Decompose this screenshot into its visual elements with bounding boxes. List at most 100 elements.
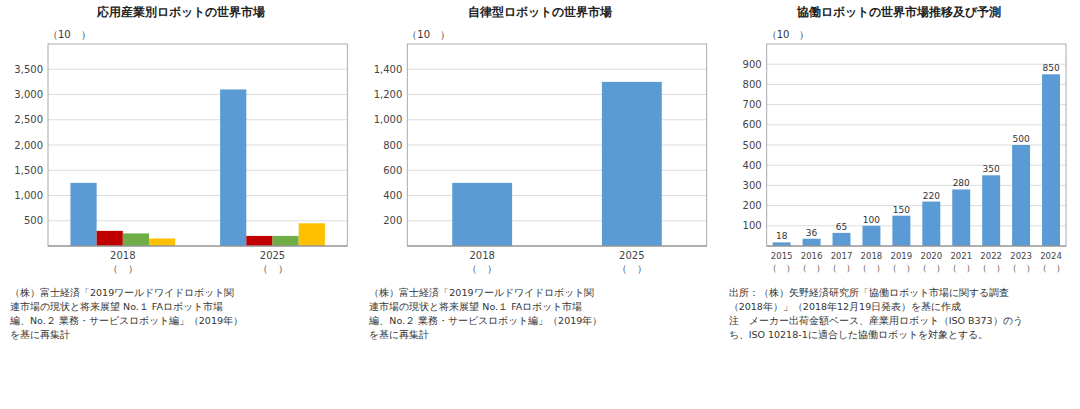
bar [803,239,821,246]
text-line: （ ） [858,263,885,273]
data-label: 150 [893,205,910,215]
caption: （株）富士経済「2019ワールドワイドロボット関連市場の現状と将来展望 No.１… [9,287,243,340]
text-line: （ ） [467,263,497,274]
x-axis-line [407,246,706,247]
text-line: （ ） [1008,263,1035,273]
text-line: 2025 [260,250,285,261]
text-line: 2024 [1040,251,1062,261]
text-line: （ ） [108,263,138,274]
bar [299,223,325,246]
x-tick-label: 2021（ ） [948,251,975,273]
bar [123,233,149,246]
data-label: 65 [836,222,847,232]
text-line: 注 メーカー出荷金額ベース、産業用ロボット（ISO B373）のう [729,315,1023,326]
grid-line [407,69,706,70]
y-tick-label: 600 [383,165,402,176]
x-tick-label: 2015（ ） [768,251,795,273]
text-line: （ ） [768,263,795,273]
y-tick-label: 3,500 [14,64,43,75]
grid-line [48,119,347,120]
x-tick-label: 2025 （ ） [617,250,647,274]
text-line: 2019 [891,251,913,261]
y-tick-label: 400 [383,190,402,201]
y-tick-label: 800 [383,140,402,151]
grid-line [767,104,1066,105]
data-label: 100 [863,215,880,225]
x-axis-line [767,246,1066,247]
plot-frame [767,44,1066,246]
grid-line [767,64,1066,65]
bar [220,89,246,246]
text-line: （ ） [828,263,855,273]
y-tick-label: 500 [743,140,762,151]
text-line: 編、No.２ 業務・サービスロボット編」（2019年） [368,315,602,326]
chart-panel: 協働ロボットの世界市場推移及び予測（10 ）100200300400500600… [729,5,1066,340]
text-line: 出所：（株）矢野経済研究所「協働ロボット市場に関する調査 [729,287,1009,298]
x-tick-label: 2018 （ ） [858,251,885,273]
x-tick-label: 2024（ ） [1038,251,1065,273]
grid-line [48,69,347,70]
y-tick-label: 600 [743,119,762,130]
x-tick-label: 2020（ ） [918,251,945,273]
bar [982,175,1000,246]
plot-frame [407,44,706,246]
text-line: 編、No.２ 業務・サービスロボット編」（2019年） [9,315,243,326]
text-line: 2018 [110,250,135,261]
text-line: （ ） [617,263,647,274]
bar [1012,145,1030,246]
chart-title: 応用産業別ロボットの世界市場 [96,5,265,19]
grid-line [48,145,347,146]
text-line: （ ） [258,263,288,274]
grid-line [48,170,347,171]
data-label: 18 [776,231,788,241]
y-tick-label: 100 [743,220,762,231]
data-label: 220 [923,191,940,201]
y-tick-label: 2,500 [14,114,43,125]
text-line: 2023 [1010,251,1032,261]
chart-panel: 自律型ロボットの世界市場（10 ）2004006008001,0001,2001… [368,5,706,340]
bars [452,82,662,246]
text-line: （2018年）」（2018年12月19日発表）を基に作成 [729,301,962,312]
y-tick-label: 200 [383,215,402,226]
text-line: （株）富士経済「2019ワールドワイドロボット関 [10,287,234,298]
text-line: （株）富士経済「2019ワールドワイドロボット関 [369,287,593,298]
y-tick-label: 2,000 [14,140,43,151]
text-line: 2018 [861,251,883,261]
y-tick-label: 800 [743,79,762,90]
bar [833,233,851,246]
x-tick-label: 2022（ ） [978,251,1005,273]
text-line: ち、ISO 10218-1に適合した協働ロボットを対象とする。 [729,329,988,340]
bar [273,236,299,246]
unit-label: （10 ） [407,29,450,40]
bars [773,74,1060,246]
y-tick-label: 700 [743,99,762,110]
data-label: 850 [1042,63,1059,73]
bar [246,236,272,246]
bar [602,82,662,246]
text-line: 2025 [619,250,644,261]
grid-line [767,84,1066,85]
text-line: を基に再集計 [369,329,429,340]
text-line: 連市場の現状と将来展望 No.１ FAロボット市場 [10,301,223,312]
y-tick-label: 200 [743,200,762,211]
text-line: （ ） [978,263,1005,273]
bar [149,238,175,246]
unit-label: （10 ） [767,29,810,40]
bar [922,202,940,246]
text-line: 2020 [920,251,942,261]
grid-line [48,94,347,95]
text-line: 連市場の現状と将来展望 No.１ FAロボット市場 [369,301,582,312]
text-line: を基に再集計 [10,329,70,340]
y-tick-label: 3,000 [14,89,43,100]
bar [892,216,910,246]
data-label: 36 [806,228,818,238]
bar [1042,74,1060,246]
y-tick-label: 900 [743,59,762,70]
y-tick-label: 300 [743,180,762,191]
x-tick-label: 2016（ ） [798,251,825,273]
bar [70,183,96,246]
text-line: 2018 [469,250,494,261]
x-tick-label: 2018 （ ） [467,250,497,274]
data-label: 350 [983,164,1000,174]
y-tick-label: 1,500 [14,165,43,176]
